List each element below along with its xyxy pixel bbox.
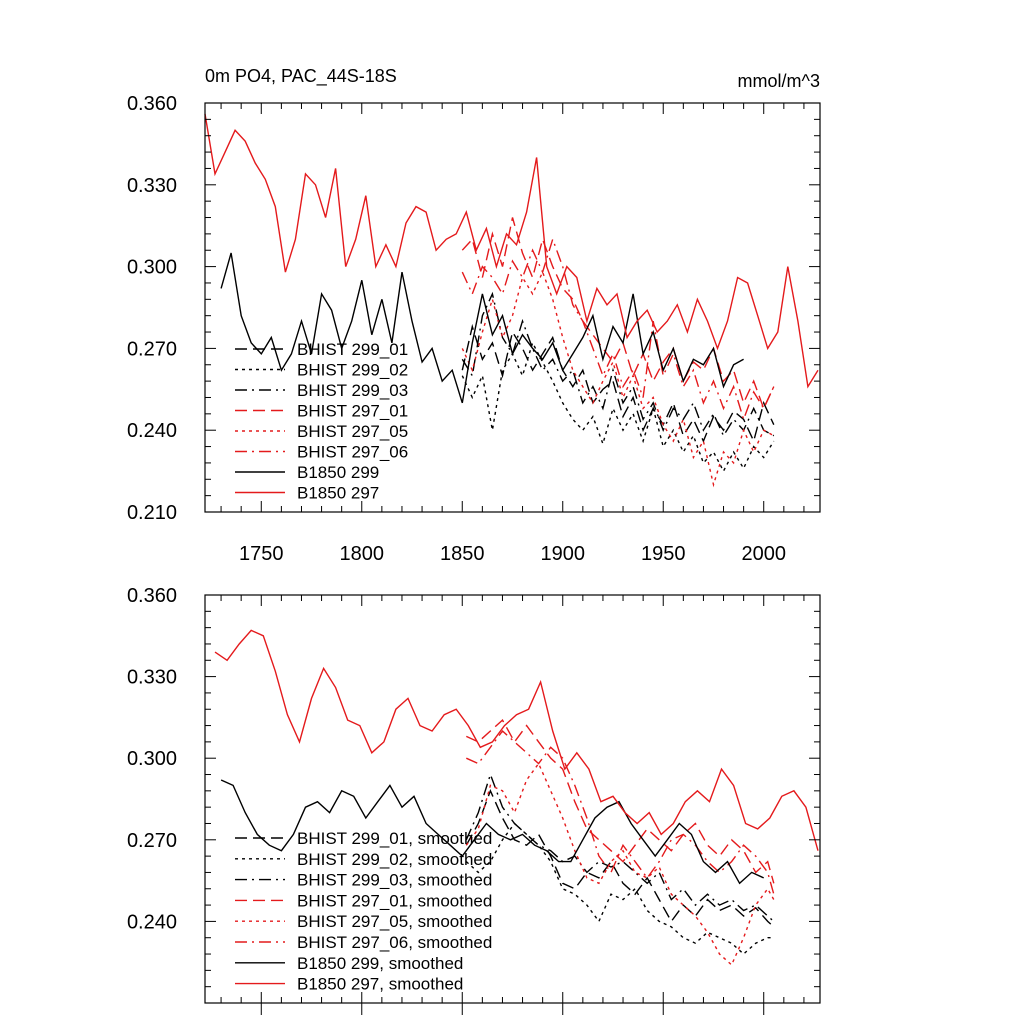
series-line-7 bbox=[220, 779, 764, 885]
legend-label: BHIST 299_01 bbox=[297, 340, 408, 359]
legend-label: BHIST 297_01 bbox=[297, 402, 408, 421]
plot-frame bbox=[204, 102, 821, 513]
series-line-8 bbox=[214, 629, 819, 851]
y-tick-label: 0.270 bbox=[127, 338, 177, 360]
series-line-4 bbox=[461, 217, 775, 411]
legend-label: BHIST 299_02 bbox=[297, 361, 408, 380]
series-line-5 bbox=[465, 762, 775, 967]
series-line-6 bbox=[461, 237, 775, 422]
x-tick-label: 2000 bbox=[741, 543, 786, 565]
x-tick-label: 1750 bbox=[239, 543, 284, 565]
y-tick-label: 0.360 bbox=[127, 93, 177, 115]
series-line-6 bbox=[466, 729, 775, 895]
legend-label: BHIST 299_01, smoothed bbox=[297, 829, 492, 848]
y-tick-label: 0.240 bbox=[127, 420, 177, 442]
legend-label: B1850 299 bbox=[297, 463, 379, 482]
x-tick-label: 1900 bbox=[540, 543, 585, 565]
units-label: mmol/m^3 bbox=[738, 71, 820, 91]
plot-frame bbox=[204, 594, 821, 1004]
figure-title: 0m PO4, PAC_44S-18S bbox=[205, 66, 397, 87]
panel-raw: 0.210 0.240 0.270 0.300 0.330 0.360 1750 1800 18… bbox=[127, 93, 821, 565]
series-line-1 bbox=[465, 788, 775, 928]
y-tick-label: 0.300 bbox=[127, 748, 177, 770]
series-line-1 bbox=[461, 323, 775, 444]
panel-smoothed: 0.240 0.270 0.300 0.330 0.360 BHIST 299_01, s… bbox=[127, 585, 821, 1015]
legend-label: BHIST 297_01, smoothed bbox=[297, 891, 492, 910]
series-line-3 bbox=[461, 291, 775, 438]
x-tick-label: 1950 bbox=[641, 543, 686, 565]
y-tick-label: 0.300 bbox=[127, 257, 177, 279]
y-tick-label: 0.210 bbox=[127, 502, 177, 524]
legend-label: BHIST 297_06, smoothed bbox=[297, 933, 492, 952]
y-tick-label: 0.330 bbox=[127, 175, 177, 197]
series-line-5 bbox=[461, 270, 775, 488]
x-tick-label: 1800 bbox=[340, 543, 385, 565]
legend-label: B1850 299, smoothed bbox=[297, 954, 463, 973]
legend-label: BHIST 299_02, smoothed bbox=[297, 850, 492, 869]
legend-label: BHIST 299_03, smoothed bbox=[297, 871, 492, 890]
y-tick-label: 0.270 bbox=[127, 830, 177, 852]
series-line-2 bbox=[461, 341, 775, 473]
series-line-4 bbox=[466, 718, 775, 884]
legend-label: BHIST 297_05 bbox=[297, 422, 408, 441]
y-tick-label: 0.330 bbox=[127, 667, 177, 689]
series-line-2 bbox=[465, 822, 774, 955]
x-tick-label: 1850 bbox=[440, 543, 485, 565]
legend-label: B1850 297 bbox=[297, 484, 379, 503]
legend-label: BHIST 299_03 bbox=[297, 381, 408, 400]
series-line-8 bbox=[204, 113, 819, 389]
legend-label: B1850 297, smoothed bbox=[297, 975, 463, 994]
series-line-3 bbox=[465, 772, 775, 922]
legend-label: BHIST 297_05, smoothed bbox=[297, 912, 492, 931]
legend-label: BHIST 297_06 bbox=[297, 443, 408, 462]
y-tick-label: 0.360 bbox=[127, 585, 177, 607]
series-line-7 bbox=[220, 252, 744, 404]
y-tick-label: 0.240 bbox=[127, 911, 177, 933]
